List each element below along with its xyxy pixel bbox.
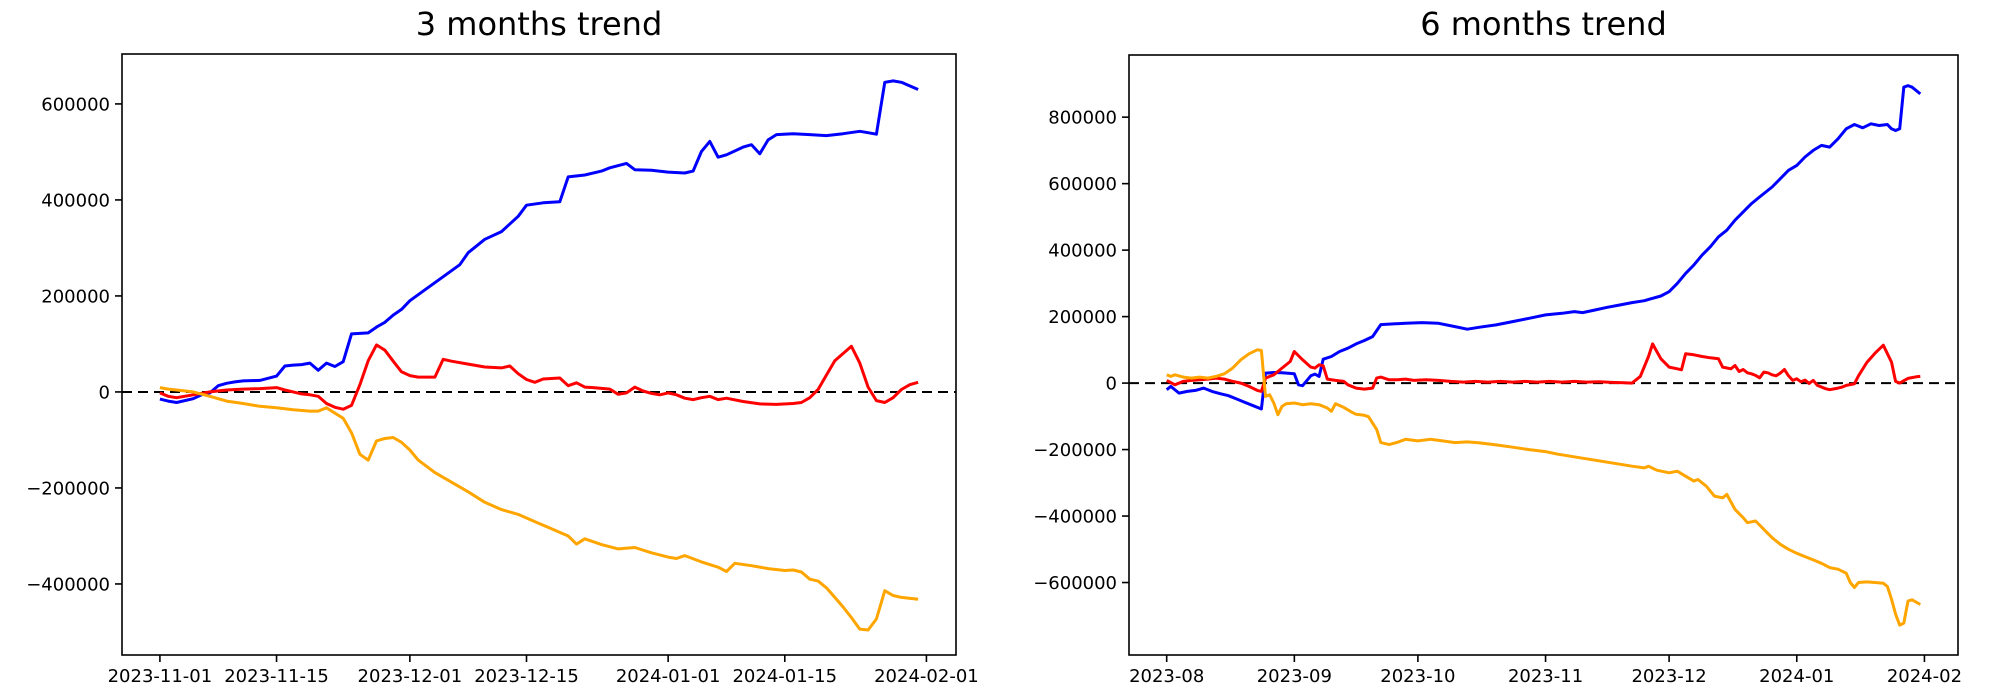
series-line-cumulative-down <box>159 386 919 632</box>
chart-title-6-months-trend: 6 months trend <box>1420 5 1667 43</box>
y-tick-label: −400000 <box>26 574 110 595</box>
x-tick-label: 2023-11-01 <box>108 666 213 687</box>
x-tick-label: 2024-01-01 <box>616 666 721 687</box>
series-line-oscillating <box>159 343 919 411</box>
chart-title-3-months-trend: 3 months trend <box>415 5 663 43</box>
y-tick-label: 200000 <box>1048 307 1117 328</box>
y-tick-label: −400000 <box>1033 507 1117 528</box>
plot-border <box>121 53 957 656</box>
y-tick-label: 0 <box>99 382 110 403</box>
plot-border <box>1128 54 1959 656</box>
x-tick-label: 2023-11 <box>1508 666 1583 687</box>
y-tick-label: 800000 <box>1048 108 1117 129</box>
x-tick-label: 2023-12 <box>1631 666 1706 687</box>
x-tick-label: 2024-02 <box>1887 666 1962 687</box>
series-line-cumulative-down <box>1166 348 1922 627</box>
series-line-oscillating <box>1165 342 1921 393</box>
x-tick-label: 2023-11-15 <box>224 666 329 687</box>
y-tick-label: 200000 <box>41 286 110 307</box>
chart-0: 600000 400000 200000 0 −200000 −400000 2023-11… <box>26 53 979 687</box>
x-tick-label: 2024-02-01 <box>874 666 979 687</box>
x-tick-label: 2023-12-15 <box>474 666 579 687</box>
x-tick-label: 2023-08 <box>1129 666 1204 687</box>
x-tick-label: 2024-01-15 <box>732 666 837 687</box>
y-tick-label: 400000 <box>1048 241 1117 262</box>
y-tick-label: 400000 <box>41 190 110 211</box>
y-tick-label: 600000 <box>41 94 110 115</box>
x-tick-label: 2023-09 <box>1257 666 1332 687</box>
x-tick-label: 2023-12-01 <box>358 666 463 687</box>
x-tick-label: 2023-10 <box>1380 666 1455 687</box>
series-line-cumulative-up <box>1165 84 1922 411</box>
x-tick-label: 2024-01 <box>1759 666 1834 687</box>
chart-1: 800000 600000 400000 200000 0 −200000 −400000 −… <box>1033 54 1962 687</box>
series-line-cumulative-up <box>159 79 919 404</box>
y-tick-label: −200000 <box>1033 440 1117 461</box>
y-tick-label: 600000 <box>1048 174 1117 195</box>
y-tick-label: −600000 <box>1033 573 1117 594</box>
y-tick-label: 0 <box>1106 374 1117 395</box>
y-tick-label: −200000 <box>26 478 110 499</box>
